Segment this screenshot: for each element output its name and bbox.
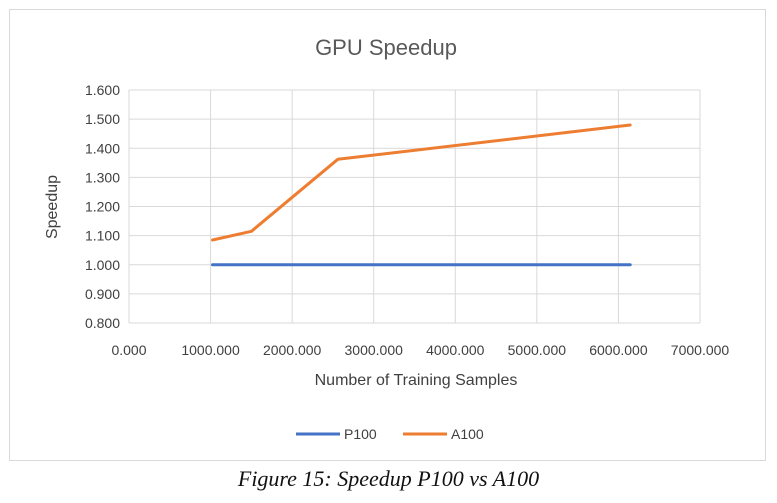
grid-lines [128,89,701,324]
y-tick-label: 1.500 [85,111,120,127]
x-tick-label: 5000.000 [508,342,567,358]
x-tick-labels: 0.000 1000.000 2000.000 3000.000 4000.000 500… [111,342,729,358]
y-tick-label: 0.900 [85,286,120,302]
x-axis-label: Number of Training Samples [315,372,518,389]
legend-label-a100: A100 [451,426,484,442]
series-lines [211,123,632,267]
x-tick-label: 6000.000 [589,342,648,358]
y-tick-labels: 0.800 0.900 1.000 1.100 1.200 1.300 1.400 1.500… [85,82,120,331]
y-tick-label: 1.100 [85,228,120,244]
figure-caption: Figure 15: Speedup P100 vs A100 [237,466,540,491]
y-tick-label: 1.400 [85,140,120,156]
x-tick-label: 7000.000 [671,342,730,358]
legend-label-p100: P100 [344,426,377,442]
x-tick-label: 4000.000 [426,342,485,358]
y-tick-label: 1.300 [85,169,120,185]
series-line-a100 [211,123,632,242]
x-tick-label: 2000.000 [263,342,322,358]
x-tick-label: 3000.000 [345,342,404,358]
y-tick-label: 1.200 [85,199,120,215]
x-tick-label: 0.000 [111,342,146,358]
y-axis-label: Speedup [44,175,61,239]
x-tick-label: 1000.000 [181,342,240,358]
legend: P100 A100 [296,426,484,442]
y-tick-label: 1.000 [85,257,120,273]
y-tick-label: 1.600 [85,82,120,98]
y-tick-label: 0.800 [85,315,120,331]
gpu-speedup-chart: GPU Speedup 0.800 0.900 1.000 1.100 1.200 1.3… [44,35,729,442]
chart-frame [9,9,766,461]
chart-title: GPU Speedup [315,35,457,60]
